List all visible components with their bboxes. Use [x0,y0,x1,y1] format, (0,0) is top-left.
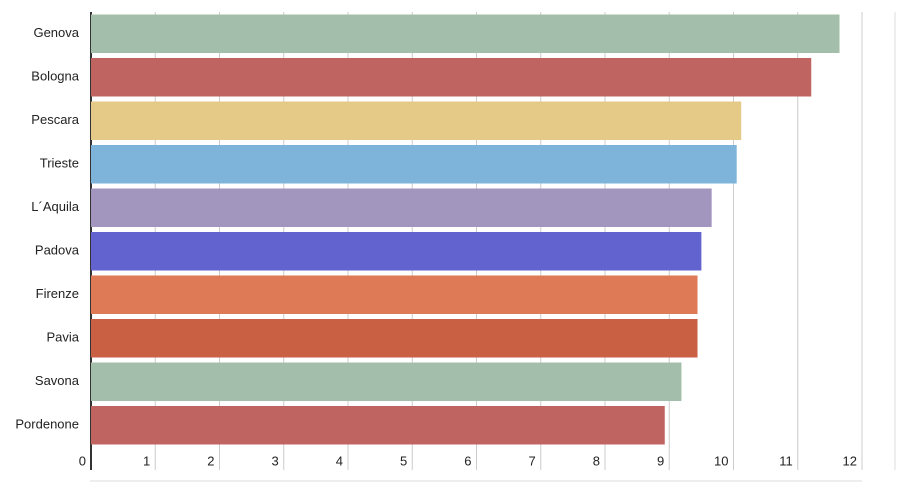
x-tick-label: 7 [529,453,536,468]
x-tick-label: 5 [400,453,407,468]
bar [91,188,712,227]
x-tick-label: 0 [79,453,86,468]
y-tick-label: Pavia [46,330,79,345]
x-tick-label: 2 [207,453,214,468]
bar [91,319,698,358]
bar [91,275,698,314]
y-tick-label: L´Aquila [31,199,79,214]
x-tick-label: 8 [593,453,600,468]
y-tick-label: Trieste [40,156,79,171]
y-tick-label: Genova [33,25,79,40]
x-tick-label: 11 [779,453,793,468]
y-tick-label: Bologna [31,69,79,84]
bar [91,101,742,140]
y-tick-label: Pescara [31,112,79,127]
bar [91,145,737,184]
x-tick-label: 1 [143,453,150,468]
bar [91,232,702,271]
y-tick-label: Padova [35,243,80,258]
bar [91,406,665,445]
x-tick-label: 6 [464,453,471,468]
bar [91,14,840,53]
x-tick-label: 10 [714,453,728,468]
x-tick-label: 12 [843,453,857,468]
x-tick-label: 9 [657,453,664,468]
y-tick-label: Firenze [36,286,79,301]
bar [91,58,812,97]
bar [91,362,682,401]
x-tick-label: 3 [272,453,279,468]
y-tick-label: Savona [35,373,80,388]
y-tick-label: Pordenone [15,417,79,432]
x-tick-label: 4 [336,453,343,468]
